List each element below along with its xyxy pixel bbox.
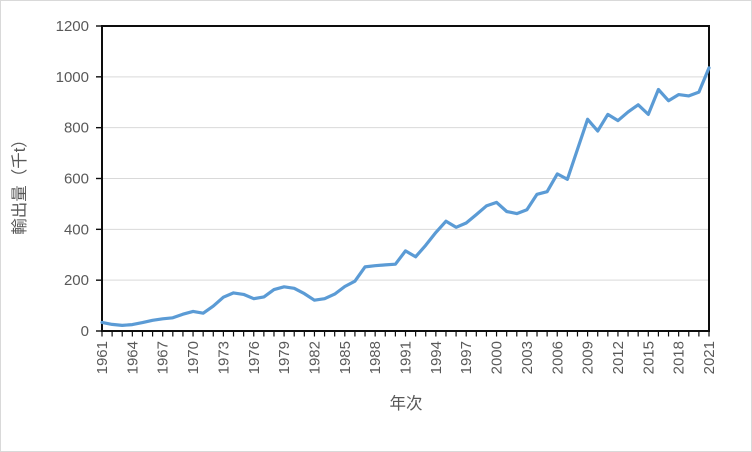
x-tick-label: 1961 <box>94 341 111 374</box>
x-tick-label: 2006 <box>549 341 566 374</box>
x-tick-label: 1973 <box>215 341 232 374</box>
y-tick-label: 200 <box>64 272 89 289</box>
x-tick-label: 1988 <box>367 341 384 374</box>
x-tick-label: 1976 <box>246 341 263 374</box>
x-tick-label: 2021 <box>701 341 718 374</box>
x-tick-label: 2000 <box>489 341 506 374</box>
data-series <box>100 66 711 327</box>
x-tick-label: 1979 <box>276 341 293 374</box>
axes <box>96 25 710 337</box>
x-tick-label: 1991 <box>398 341 415 374</box>
x-tick-label: 1970 <box>185 341 202 374</box>
x-tick-label: 1997 <box>458 341 475 374</box>
data-series-line <box>100 66 711 327</box>
tick-labels: 0 200 400 600 800 1000 1200 1961 1964 1967 1970 197… <box>56 18 718 374</box>
x-tick-label: 2015 <box>640 341 657 374</box>
x-tick-label: 2012 <box>610 341 627 374</box>
y-tick-label: 0 <box>81 323 89 340</box>
x-tick-label: 1982 <box>306 341 323 374</box>
x-tick-label: 1964 <box>124 341 141 374</box>
y-tick-label: 1200 <box>56 18 89 35</box>
y-tick-label: 600 <box>64 171 89 188</box>
y-tick-label: 1000 <box>56 69 89 86</box>
x-tick-label: 1994 <box>428 341 445 374</box>
x-tick-label: 1967 <box>155 341 172 374</box>
gridlines <box>102 76 709 281</box>
x-tick-label: 2003 <box>519 341 536 374</box>
x-tick-label: 2018 <box>671 341 688 374</box>
x-tick-label: 1985 <box>337 341 354 374</box>
y-tick-label: 400 <box>64 221 89 238</box>
y-tick-label: 800 <box>64 120 89 137</box>
y-axis-title: 輸出量（千t） <box>10 131 29 235</box>
x-axis-title: 年次 <box>390 394 423 413</box>
x-tick-label: 2009 <box>580 341 597 374</box>
